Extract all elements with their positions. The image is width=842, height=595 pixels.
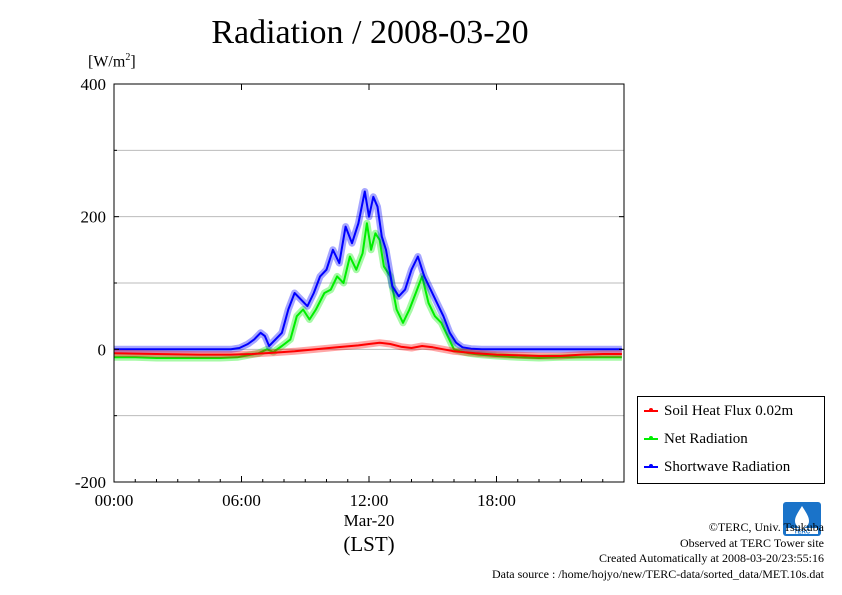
legend-item-soil-heat-flux: Soil Heat Flux 0.02m [644, 401, 793, 421]
y-tick-label: 0 [98, 340, 107, 359]
legend-label-net-radiation: Net Radiation [664, 430, 748, 447]
credits-block: ©TERC, Univ. Tsukuba Observed at TERC To… [492, 520, 824, 582]
legend-label-soil-heat-flux: Soil Heat Flux 0.02m [664, 402, 794, 419]
y-tick-label: -200 [75, 473, 106, 492]
terc-logo: TERC [783, 502, 821, 536]
unit-superscript: 2 [125, 52, 131, 63]
series-line-soil-heat-flux-0-02m [113, 341, 622, 357]
x-tick-label: 18:00 [477, 491, 516, 510]
legend-label-shortwave-radiation: Shortwave Radiation [664, 458, 791, 475]
y-tick-label: 200 [81, 208, 107, 227]
legend-item-shortwave-radiation: Shortwave Radiation [644, 457, 790, 477]
y-axis-unit: [W/m2] [88, 52, 136, 71]
x-tick-label: 00:00 [95, 491, 134, 510]
unit-prefix: [W/m [88, 53, 126, 71]
unit-suffix: ] [130, 53, 136, 71]
credit-data-source: Data source : /home/hojyo/new/TERC-data/… [491, 566, 824, 581]
credit-copyright: ©TERC, Univ. Tsukuba [708, 520, 824, 534]
x-axis-label: (LST) [343, 532, 394, 556]
chart-title: Radiation / 2008-03-20 [211, 14, 529, 51]
legend: Soil Heat Flux 0.02m Net Radiation Short… [637, 396, 825, 484]
x-tick-label: 12:00 [350, 491, 389, 510]
x-tick-label: 06:00 [222, 491, 261, 510]
series-layer [113, 188, 622, 362]
legend-swatch-net-radiation [644, 436, 658, 440]
legend-item-net-radiation: Net Radiation [644, 429, 748, 449]
credit-observed-at: Observed at TERC Tower site [679, 535, 824, 550]
grid-lines [114, 149, 624, 417]
series-band-net-radiation [114, 219, 622, 362]
legend-swatch-shortwave-radiation [644, 464, 658, 468]
legend-swatch-soil-heat-flux [644, 408, 658, 412]
logo-text: TERC [794, 530, 811, 536]
series-line-shortwave-radiation [114, 190, 622, 351]
y-tick-label: 400 [81, 75, 107, 94]
credit-created: Created Automatically at 2008-03-20/23:5… [599, 551, 824, 565]
x-date-label: Mar-20 [344, 511, 395, 530]
